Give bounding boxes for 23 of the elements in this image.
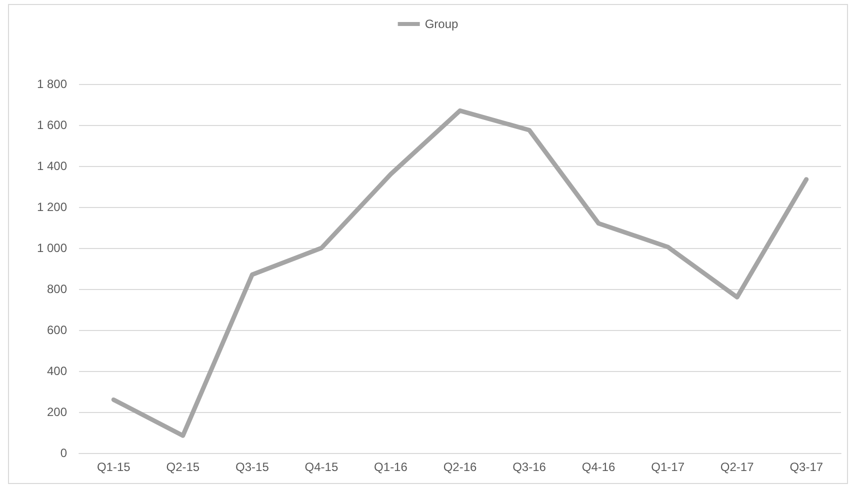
x-tick-label: Q3-16 [512,460,546,474]
x-tick-label: Q3-17 [790,460,824,474]
x-tick-label: Q1-16 [374,460,408,474]
y-tick-label: 600 [46,323,68,337]
x-tick-label: Q2-15 [166,460,200,474]
y-tick-label: 200 [46,405,68,419]
y-tick-label: 0 [60,446,68,460]
y-tick-label: 1 400 [36,159,68,173]
y-tick-label: 1 200 [36,200,68,214]
x-tick-label: Q2-16 [443,460,477,474]
y-tick-label: 400 [46,364,68,378]
x-tick-label: Q1-17 [651,460,685,474]
y-tick-label: 1 800 [36,77,68,91]
legend-label: Group [424,17,458,31]
y-tick-label: 1 600 [36,118,68,132]
x-tick-label: Q3-15 [236,460,270,474]
y-tick-label: 1 000 [36,241,68,255]
x-tick-label: Q1-15 [96,460,131,474]
x-tick-label: Q4-15 [304,460,338,474]
x-tick-label: Q2-17 [720,460,754,474]
line-series [111,108,809,438]
x-tick-label: Q4-16 [582,460,616,474]
y-tick-label: 800 [46,282,68,296]
